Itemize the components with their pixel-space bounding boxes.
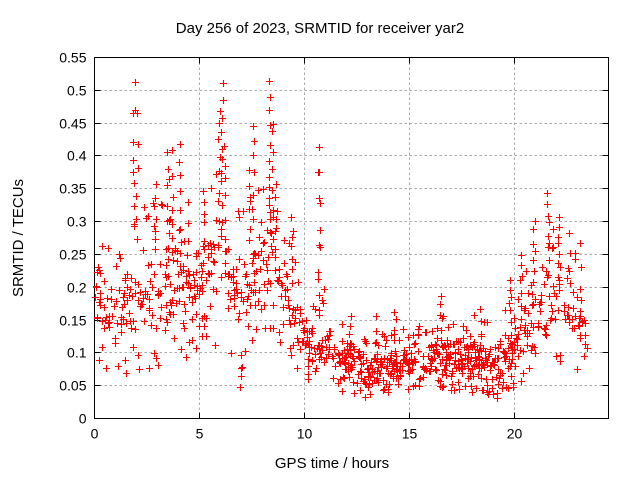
y-tick-label: 0.4 [67, 148, 87, 164]
x-axis-title: GPS time / hours [274, 455, 390, 472]
x-tick-label: 15 [402, 426, 418, 442]
y-tick-label: 0.25 [59, 247, 86, 263]
y-tick-label: 0.35 [59, 181, 86, 197]
y-tick-label: 0.05 [59, 378, 86, 394]
y-tick-label: 0.45 [59, 116, 86, 132]
y-tick-label: 0.2 [67, 280, 87, 296]
plot-frame [94, 57, 609, 419]
y-tick-label: 0.3 [67, 214, 87, 230]
y-tick-label: 0.5 [67, 83, 87, 99]
chart-title: Day 256 of 2023, SRMTID for receiver yar… [175, 20, 465, 37]
x-tick-label: 20 [507, 426, 523, 442]
tick-labels: 0 5 10 15 20 0 0.05 0.1 0.15 0.2 0.25 0.3 0.35 0.4 0.4… [59, 50, 522, 442]
y-tick-label: 0.55 [59, 50, 86, 66]
axes-frame [94, 57, 609, 419]
y-tick-label: 0.1 [67, 345, 87, 361]
y-tick-label: 0 [79, 411, 87, 427]
scatter-points [92, 78, 591, 402]
x-tick-label: 10 [297, 426, 313, 442]
y-tick-label: 0.15 [59, 313, 86, 329]
x-tick-label: 0 [91, 426, 99, 442]
x-tick-label: 5 [196, 426, 204, 442]
